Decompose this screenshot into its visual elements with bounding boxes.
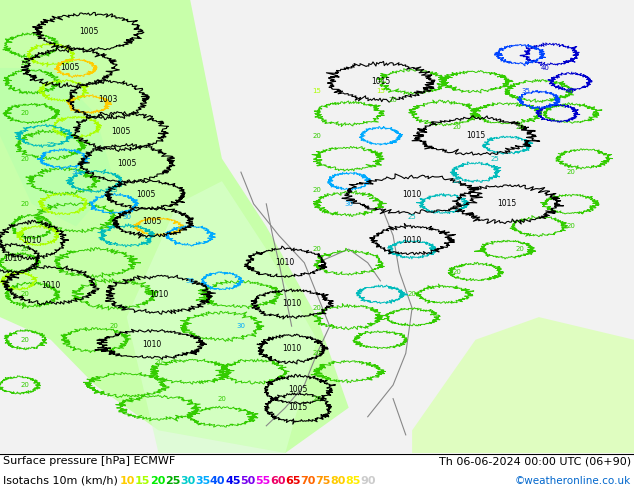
Text: 20: 20 bbox=[21, 337, 30, 343]
Text: 1005: 1005 bbox=[143, 218, 162, 226]
Text: 30: 30 bbox=[186, 278, 195, 284]
Text: 1010: 1010 bbox=[3, 254, 22, 263]
Text: 20: 20 bbox=[313, 350, 321, 356]
Text: 35: 35 bbox=[522, 88, 531, 94]
Text: 1010: 1010 bbox=[149, 290, 168, 299]
Text: 20: 20 bbox=[313, 133, 321, 139]
Text: 25: 25 bbox=[110, 187, 119, 193]
Text: 20: 20 bbox=[150, 476, 165, 486]
Text: 15: 15 bbox=[135, 476, 150, 486]
Text: 10: 10 bbox=[120, 476, 136, 486]
Text: 20: 20 bbox=[154, 359, 163, 366]
Text: 20: 20 bbox=[515, 246, 524, 252]
Text: 30: 30 bbox=[180, 476, 195, 486]
Text: 1005: 1005 bbox=[117, 159, 136, 168]
Polygon shape bbox=[0, 68, 114, 226]
Text: 1005: 1005 bbox=[60, 63, 79, 73]
Text: Isotachs 10m (km/h): Isotachs 10m (km/h) bbox=[3, 476, 125, 486]
Text: 25: 25 bbox=[46, 142, 55, 148]
Text: 20: 20 bbox=[389, 97, 398, 103]
Text: 40: 40 bbox=[566, 88, 575, 94]
Polygon shape bbox=[412, 317, 634, 453]
Text: 1015: 1015 bbox=[371, 77, 390, 86]
Text: 25: 25 bbox=[408, 215, 417, 220]
Text: 20: 20 bbox=[21, 246, 30, 252]
Text: 30: 30 bbox=[122, 215, 131, 220]
Text: 20: 20 bbox=[21, 292, 30, 297]
Text: 15: 15 bbox=[313, 88, 321, 94]
Text: 40: 40 bbox=[541, 65, 550, 71]
Text: 1010: 1010 bbox=[276, 258, 295, 267]
Text: 25: 25 bbox=[165, 476, 181, 486]
Text: 60: 60 bbox=[270, 476, 285, 486]
Text: 1015: 1015 bbox=[466, 131, 485, 141]
Text: 1005: 1005 bbox=[111, 127, 130, 136]
Text: 1015: 1015 bbox=[288, 403, 307, 412]
Text: 20: 20 bbox=[313, 395, 321, 402]
Text: 35: 35 bbox=[195, 476, 210, 486]
Text: 70: 70 bbox=[300, 476, 315, 486]
Text: 30: 30 bbox=[236, 323, 245, 329]
Text: 20: 20 bbox=[21, 155, 30, 162]
Text: 20: 20 bbox=[313, 187, 321, 193]
Text: 20: 20 bbox=[313, 246, 321, 252]
Text: 20: 20 bbox=[566, 223, 575, 229]
Text: 55: 55 bbox=[255, 476, 270, 486]
Text: 45: 45 bbox=[225, 476, 240, 486]
Text: 30: 30 bbox=[344, 201, 353, 207]
Text: 75: 75 bbox=[315, 476, 330, 486]
Text: 20: 20 bbox=[21, 60, 30, 67]
Text: 20: 20 bbox=[217, 395, 226, 402]
Text: 20: 20 bbox=[21, 110, 30, 116]
Text: 20: 20 bbox=[21, 201, 30, 207]
Text: ©weatheronline.co.uk: ©weatheronline.co.uk bbox=[515, 476, 631, 486]
Text: 30: 30 bbox=[72, 169, 81, 175]
Text: 20: 20 bbox=[313, 305, 321, 311]
Text: 1005: 1005 bbox=[288, 385, 307, 394]
Text: 85: 85 bbox=[345, 476, 360, 486]
Text: 80: 80 bbox=[330, 476, 346, 486]
Text: 20: 20 bbox=[566, 169, 575, 175]
Text: 1010: 1010 bbox=[403, 190, 422, 199]
Text: 20: 20 bbox=[21, 382, 30, 388]
Text: 1010: 1010 bbox=[143, 340, 162, 349]
Text: 20: 20 bbox=[515, 124, 524, 130]
Text: 20: 20 bbox=[110, 323, 119, 329]
Text: 1005: 1005 bbox=[136, 190, 155, 199]
Polygon shape bbox=[0, 0, 349, 453]
Text: Surface pressure [hPa] ECMWF: Surface pressure [hPa] ECMWF bbox=[3, 456, 175, 466]
Text: Th 06-06-2024 00:00 UTC (06+90): Th 06-06-2024 00:00 UTC (06+90) bbox=[439, 456, 631, 466]
Polygon shape bbox=[127, 181, 317, 453]
Text: 15: 15 bbox=[376, 88, 385, 94]
Text: 1010: 1010 bbox=[41, 281, 60, 290]
Text: 20: 20 bbox=[452, 269, 461, 275]
Text: 40: 40 bbox=[210, 476, 226, 486]
Text: 20: 20 bbox=[408, 292, 417, 297]
Text: 1005: 1005 bbox=[79, 27, 98, 36]
Text: 1010: 1010 bbox=[282, 299, 301, 308]
Text: 1015: 1015 bbox=[498, 199, 517, 208]
Text: 50: 50 bbox=[240, 476, 256, 486]
Text: 1010: 1010 bbox=[22, 236, 41, 245]
Text: 65: 65 bbox=[285, 476, 301, 486]
Text: 1010: 1010 bbox=[282, 344, 301, 353]
Text: 1003: 1003 bbox=[98, 95, 117, 104]
Text: 25: 25 bbox=[452, 178, 461, 184]
Text: 1010: 1010 bbox=[403, 236, 422, 245]
Text: 90: 90 bbox=[360, 476, 375, 486]
Text: 20: 20 bbox=[452, 124, 461, 130]
Text: 25: 25 bbox=[490, 155, 499, 162]
